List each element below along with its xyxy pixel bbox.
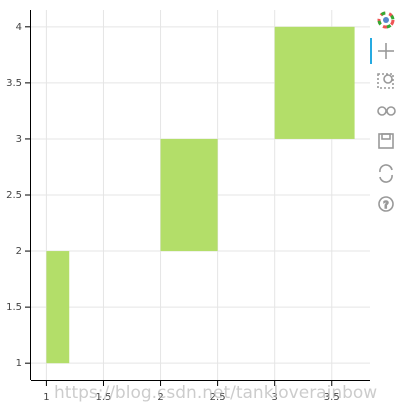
help-tool[interactable]: ? — [378, 196, 394, 212]
y-tick-label: 3 — [16, 134, 22, 145]
y-tick-label: 2 — [16, 246, 22, 257]
reset-tool[interactable] — [379, 164, 393, 183]
quad — [160, 138, 218, 252]
x-tick-label: 3 — [272, 392, 278, 403]
x-tick-label: 2.5 — [210, 392, 226, 403]
watermark: https://blog.csdn.net/tankloverainbow — [54, 383, 377, 403]
x-tick-label: 2 — [157, 392, 163, 403]
y-tick-label: 1.5 — [6, 302, 22, 313]
pan-tool[interactable] — [378, 43, 394, 59]
x-tick-label: 3.5 — [324, 392, 340, 403]
wheel-zoom-tool[interactable] — [377, 106, 396, 116]
y-tick-label: 4 — [16, 22, 22, 33]
y-tick-label: 3.5 — [6, 78, 22, 89]
x-tick-label: 1.5 — [96, 392, 112, 403]
active-tool-indicator — [370, 38, 372, 64]
box-zoom-tool[interactable] — [377, 73, 394, 89]
svg-text:?: ? — [383, 200, 388, 211]
quad — [46, 251, 70, 364]
x-tick-label: 1 — [43, 392, 49, 403]
toolbar: ? — [370, 11, 396, 212]
y-tick-label: 2.5 — [6, 190, 22, 201]
quad — [274, 26, 355, 139]
bokeh-logo[interactable] — [377, 11, 395, 29]
y-tick-label: 1 — [16, 358, 22, 369]
save-tool[interactable] — [378, 133, 394, 149]
